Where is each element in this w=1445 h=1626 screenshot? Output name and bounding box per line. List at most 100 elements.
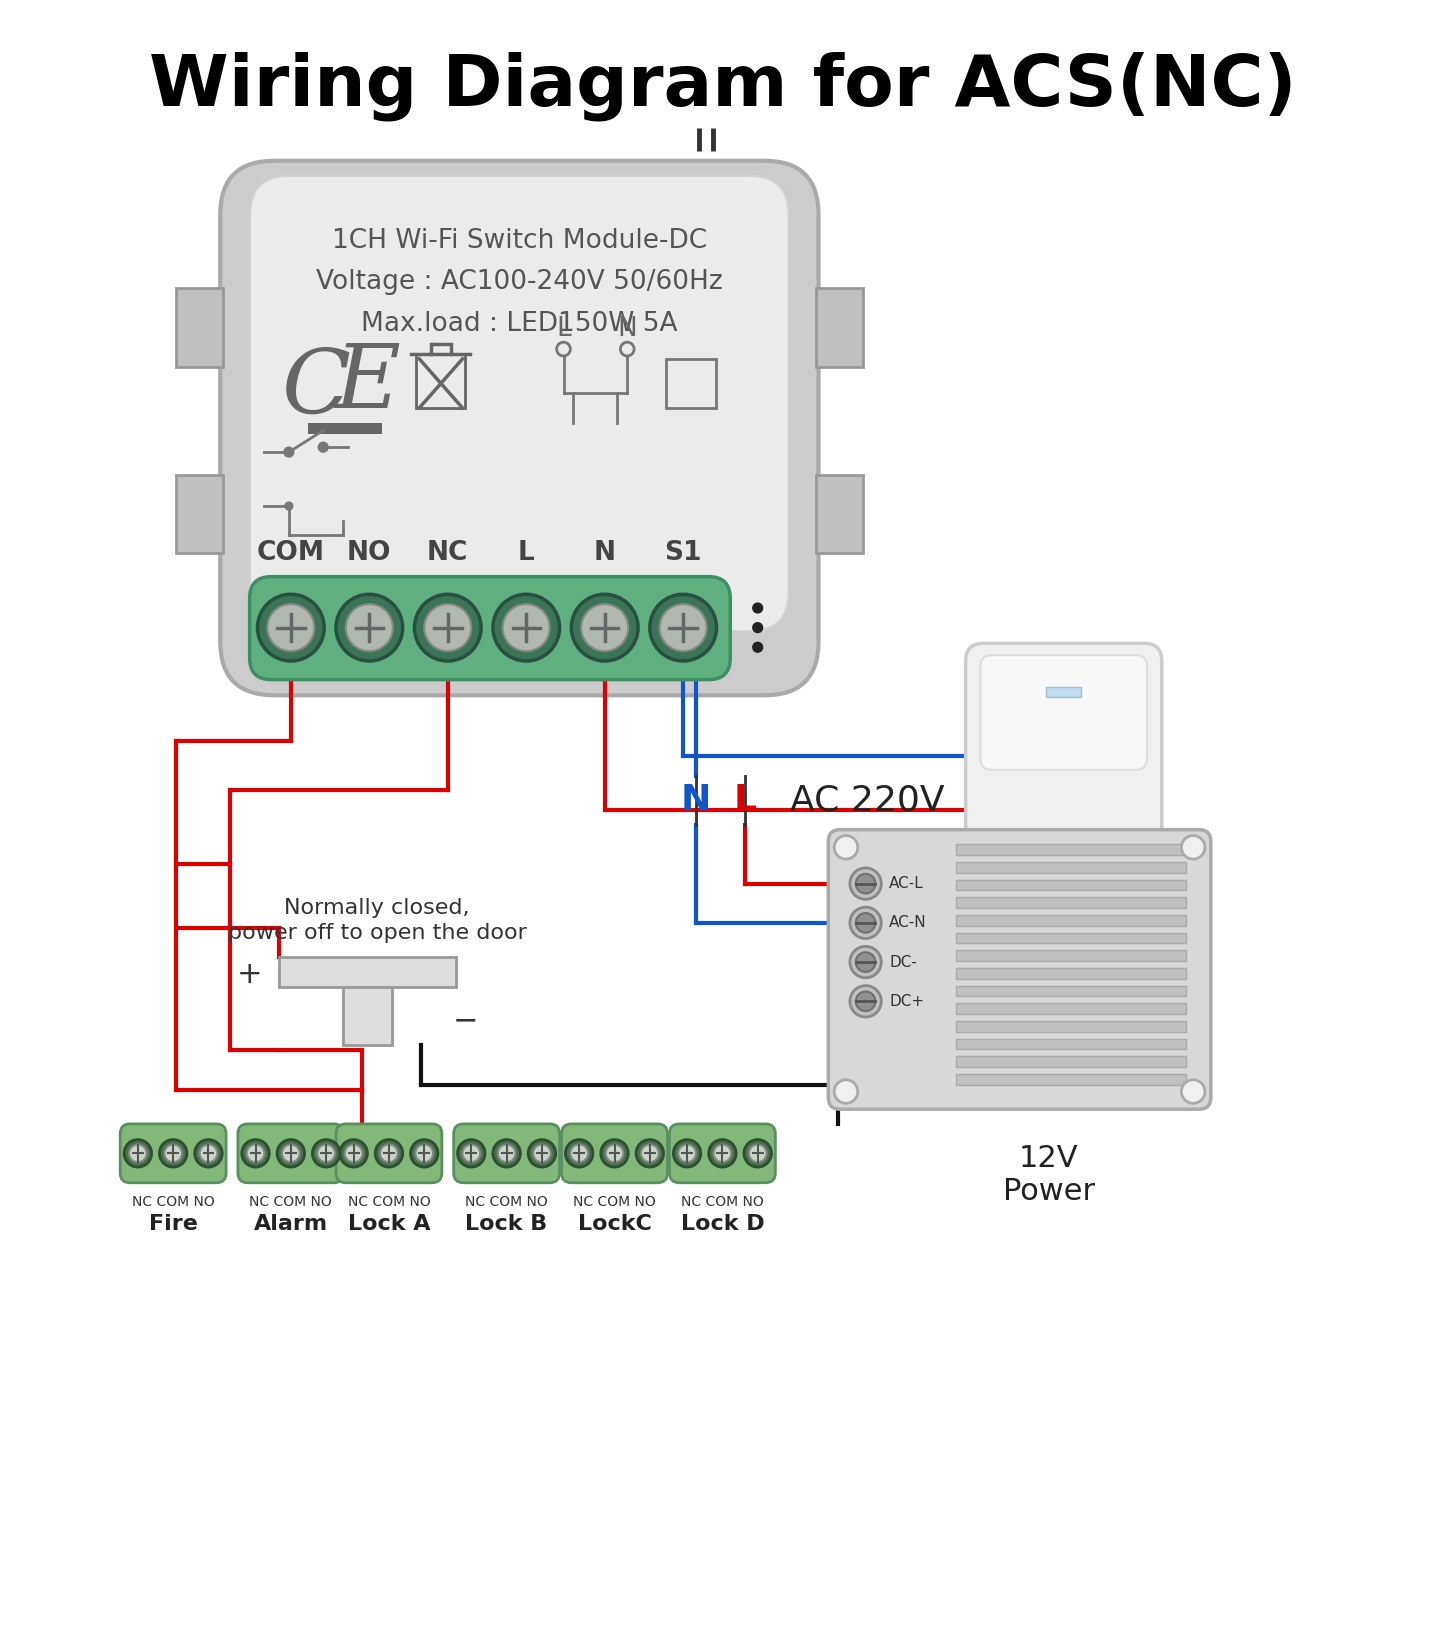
Circle shape (165, 1145, 182, 1163)
Text: N: N (681, 784, 711, 818)
Circle shape (571, 593, 639, 662)
Bar (342, 987, 392, 1046)
Text: Lock B: Lock B (465, 1215, 548, 1234)
Circle shape (285, 447, 293, 457)
Circle shape (376, 1140, 403, 1167)
Circle shape (124, 1140, 152, 1167)
Circle shape (159, 1140, 186, 1167)
Circle shape (533, 1145, 551, 1163)
Circle shape (247, 1145, 264, 1163)
Text: L: L (517, 540, 535, 566)
Circle shape (834, 836, 858, 859)
Bar (955, 862, 1186, 873)
Text: LockC: LockC (578, 1215, 652, 1234)
Circle shape (345, 1145, 363, 1163)
FancyBboxPatch shape (828, 829, 1211, 1109)
Circle shape (241, 1140, 269, 1167)
Circle shape (129, 1145, 146, 1163)
Circle shape (497, 1145, 516, 1163)
Bar (955, 1003, 1186, 1015)
Text: N: N (617, 317, 637, 343)
Circle shape (282, 1145, 299, 1163)
FancyBboxPatch shape (250, 176, 789, 631)
Circle shape (257, 593, 324, 662)
Text: NC COM NO: NC COM NO (574, 1195, 656, 1210)
Text: NC COM NO: NC COM NO (131, 1195, 214, 1210)
Circle shape (345, 605, 393, 650)
Circle shape (581, 605, 629, 650)
Text: S1: S1 (665, 540, 702, 566)
Circle shape (834, 1080, 858, 1104)
Text: L: L (556, 317, 571, 343)
Text: NC COM NO: NC COM NO (681, 1195, 764, 1210)
Text: L: L (734, 784, 756, 818)
Circle shape (335, 593, 403, 662)
Text: NC: NC (428, 540, 468, 566)
Bar (955, 880, 1186, 891)
Circle shape (267, 605, 315, 650)
Circle shape (462, 1145, 480, 1163)
Bar (955, 844, 1186, 855)
FancyBboxPatch shape (120, 1124, 225, 1182)
Circle shape (195, 1140, 223, 1167)
Bar (955, 933, 1186, 943)
Circle shape (425, 605, 471, 650)
FancyBboxPatch shape (562, 1124, 668, 1182)
Circle shape (415, 1145, 434, 1163)
Text: AC-N: AC-N (889, 915, 926, 930)
Bar (308, 423, 381, 434)
Text: NC COM NO: NC COM NO (250, 1195, 332, 1210)
Circle shape (642, 1145, 659, 1163)
Circle shape (277, 1140, 305, 1167)
Text: DC+: DC+ (889, 993, 925, 1008)
Circle shape (410, 1140, 438, 1167)
Bar (955, 1021, 1186, 1033)
Circle shape (714, 1145, 731, 1163)
Circle shape (850, 946, 881, 977)
Circle shape (601, 1140, 629, 1167)
Circle shape (529, 1140, 556, 1167)
FancyBboxPatch shape (965, 644, 1162, 873)
Text: COM: COM (257, 540, 325, 566)
Circle shape (415, 593, 481, 662)
Circle shape (318, 1145, 335, 1163)
FancyBboxPatch shape (980, 655, 1147, 769)
Bar (955, 915, 1186, 925)
Text: Normally closed,: Normally closed, (285, 898, 470, 919)
Circle shape (380, 1145, 397, 1163)
Circle shape (855, 953, 876, 972)
Circle shape (753, 642, 763, 652)
Text: 1CH Wi-Fi Switch Module-DC: 1CH Wi-Fi Switch Module-DC (332, 228, 707, 254)
Circle shape (1182, 1080, 1205, 1104)
Circle shape (318, 442, 328, 452)
Bar (176, 475, 223, 553)
Circle shape (753, 603, 763, 613)
Circle shape (571, 1145, 588, 1163)
Circle shape (458, 1140, 486, 1167)
FancyBboxPatch shape (335, 1124, 442, 1182)
Circle shape (708, 1140, 736, 1167)
Text: power off to open the door: power off to open the door (228, 922, 526, 943)
Text: Max.load : LED150W 5A: Max.load : LED150W 5A (361, 311, 678, 337)
Text: Lock D: Lock D (681, 1215, 764, 1234)
Circle shape (673, 1140, 701, 1167)
Bar (416, 354, 465, 408)
Bar (955, 950, 1186, 961)
Circle shape (565, 1140, 592, 1167)
Circle shape (493, 593, 559, 662)
Bar (955, 898, 1186, 909)
Bar (279, 958, 455, 987)
Circle shape (855, 914, 876, 933)
Circle shape (850, 907, 881, 938)
Text: C: C (282, 345, 351, 433)
Bar (176, 288, 223, 367)
Circle shape (749, 1145, 766, 1163)
Text: Fire: Fire (149, 1215, 198, 1234)
Bar (955, 1057, 1186, 1067)
Circle shape (605, 1145, 623, 1163)
Circle shape (850, 868, 881, 899)
FancyBboxPatch shape (454, 1124, 559, 1182)
Circle shape (199, 1145, 217, 1163)
Text: −: − (452, 1006, 478, 1036)
Circle shape (312, 1140, 340, 1167)
